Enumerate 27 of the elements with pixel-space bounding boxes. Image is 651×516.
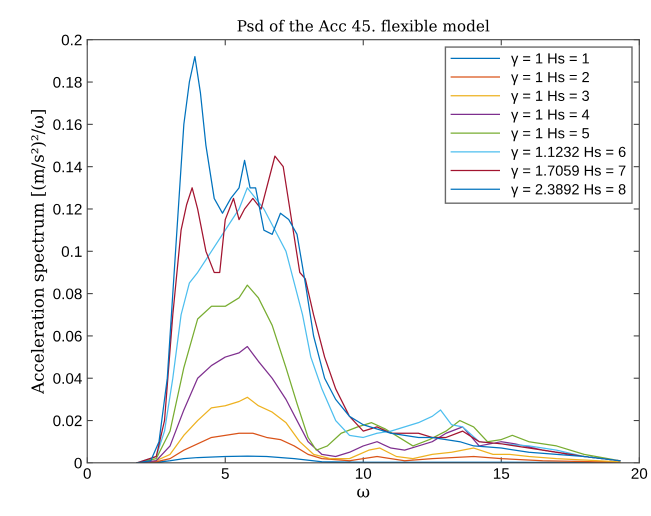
x-tick-label: 10 — [356, 468, 372, 479]
y-tick-label: 0.06 — [53, 330, 82, 342]
legend-label: γ = 1 Hs = 3 — [511, 90, 590, 104]
y-tick-label: 0.18 — [53, 76, 82, 88]
y-tick-label: 0.04 — [53, 373, 82, 384]
y-tick-label: 0.2 — [62, 34, 82, 46]
x-tick-label: 5 — [222, 468, 229, 479]
x-tick-label: 15 — [494, 468, 510, 479]
y-tick-label: 0.14 — [53, 162, 82, 172]
y-tick-label: 0.08 — [53, 288, 82, 300]
y-tick-label: 0.1 — [62, 246, 82, 257]
legend-label: γ = 1 Hs = 2 — [511, 72, 589, 86]
x-tick-label: 0 — [84, 468, 91, 479]
legend-label: γ = 1 Hs = 4 — [511, 109, 590, 123]
chart-title: Psd of the Acc 45. flexible model — [238, 20, 490, 32]
y-axis-title: Acceleration spectrum [(m/s²)²/ω] — [30, 110, 48, 394]
x-tick-label: 20 — [632, 468, 648, 479]
legend-label: γ = 1.7059 Hs = 7 — [511, 165, 626, 179]
legend-label: γ = 2.3892 Hs = 8 — [511, 184, 626, 198]
y-tick-label: 0.02 — [53, 415, 82, 426]
legend-label: γ = 1 Hs = 1 — [511, 53, 589, 66]
y-tick-label: 0.16 — [53, 119, 82, 130]
legend-label: γ = 1.1232 Hs = 6 — [511, 146, 626, 160]
x-axis-title: ω — [357, 488, 370, 498]
y-tick-label: 0.12 — [53, 204, 82, 215]
legend-label: γ = 1 Hs = 5 — [511, 128, 590, 142]
y-tick-label: 0 — [74, 458, 82, 469]
